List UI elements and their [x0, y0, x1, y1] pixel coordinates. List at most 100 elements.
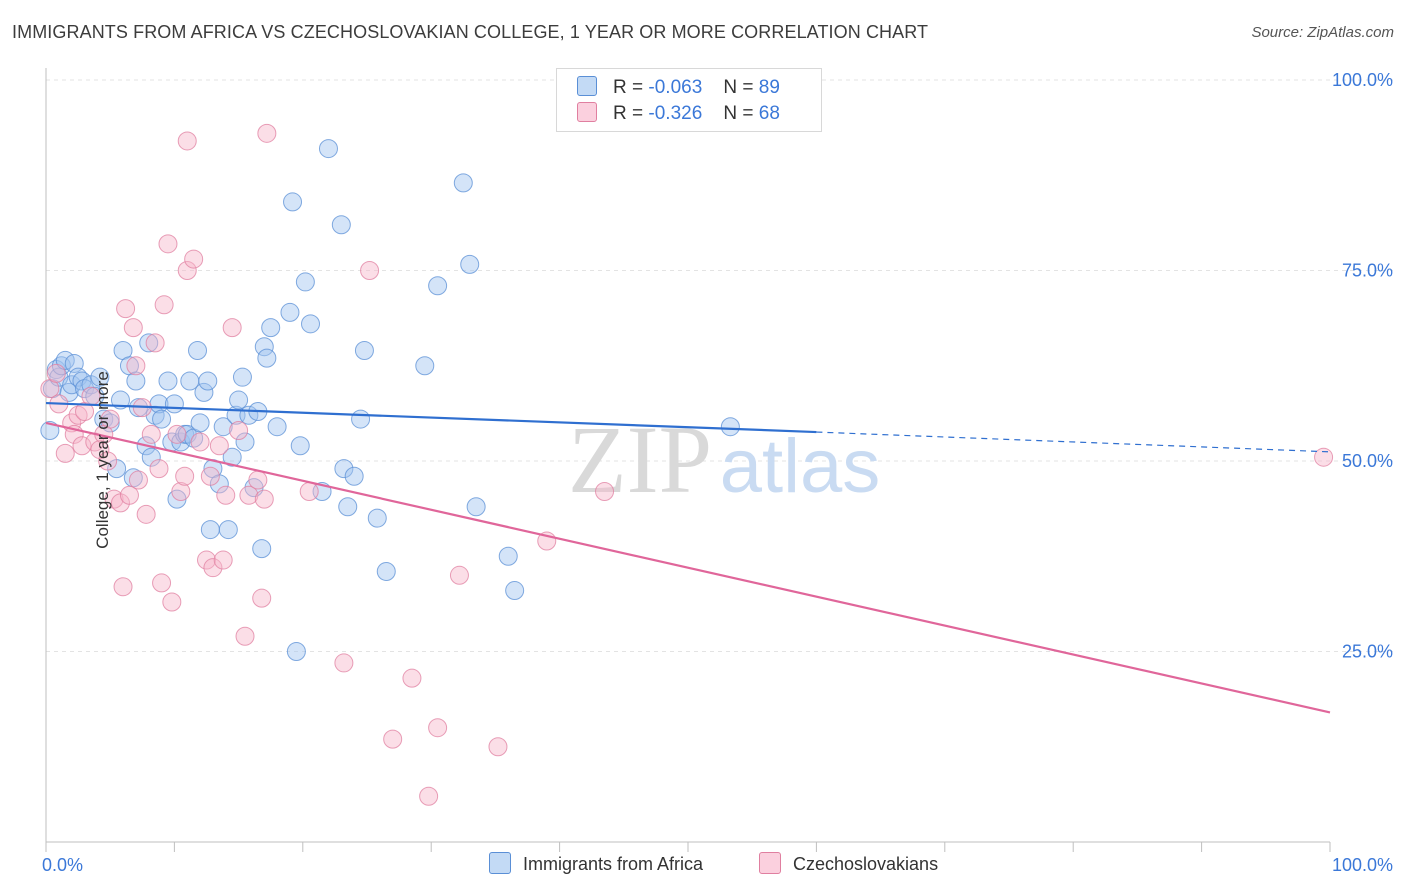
- africa-point-72: [344, 466, 364, 486]
- czech-point-49: [248, 470, 268, 490]
- africa-point-79: [453, 173, 473, 193]
- grid-lines: [46, 79, 1393, 652]
- legend-n-value-africa: 89: [758, 77, 780, 98]
- czech-point-46: [229, 421, 249, 441]
- africa-point-69: [331, 215, 351, 235]
- czech-point-64: [1314, 447, 1334, 467]
- czech-point-41: [203, 558, 223, 578]
- czech-point-32: [167, 424, 187, 444]
- africa-point-80: [460, 254, 480, 274]
- czech-point-31: [162, 592, 182, 612]
- czech-point-35: [177, 131, 197, 151]
- africa-point-75: [367, 508, 387, 528]
- africa-point-84: [720, 417, 740, 437]
- africa-point-81: [466, 497, 486, 517]
- czech-point-37: [184, 249, 204, 269]
- bottom-legend-africa: Immigrants from Africa: [489, 852, 703, 875]
- czech-point-14: [100, 409, 120, 429]
- africa-point-50: [229, 390, 249, 410]
- africa-point-64: [290, 436, 310, 456]
- czech-point-22: [128, 470, 148, 490]
- legend-r-value-africa: -0.063: [648, 77, 703, 98]
- czech-point-51: [254, 489, 274, 509]
- africa-point-32: [164, 394, 184, 414]
- x-tick-label-min: 0.0%: [42, 855, 83, 875]
- czech-point-28: [152, 573, 172, 593]
- czech-point-21: [126, 356, 146, 376]
- axes: [45, 68, 1331, 852]
- czech-point-48: [239, 485, 259, 505]
- czech-point-26: [145, 333, 165, 353]
- stats-legend: R = -0.063 N = 89 R = -0.326 N = 68: [556, 68, 822, 132]
- y-tick-label-75: 75.0%: [1342, 261, 1393, 281]
- czech-point-57: [402, 668, 422, 688]
- czech-trend-line: [45, 421, 1331, 714]
- czech-point-1: [46, 363, 66, 383]
- africa-point-51: [232, 367, 252, 387]
- watermark: ZIP atlas: [568, 406, 880, 513]
- africa-point-58: [257, 348, 277, 368]
- africa-point-77: [415, 356, 435, 376]
- africa-point-46: [213, 417, 233, 437]
- africa-point-30: [158, 371, 178, 391]
- y-tick-label-50: 50.0%: [1342, 451, 1393, 471]
- legend-row-czech: R = -0.326 N = 68: [577, 102, 780, 126]
- czech-point-3: [55, 443, 75, 463]
- y-tick-label-25: 25.0%: [1342, 642, 1393, 662]
- czech-point-52: [257, 123, 277, 143]
- czech-point-30: [158, 234, 178, 254]
- czech-point-58: [419, 786, 439, 806]
- czech-point-53: [299, 481, 319, 501]
- czech-point-59: [428, 718, 448, 738]
- czech-point-29: [154, 295, 174, 315]
- bottom-legend-swatch-czech: [759, 852, 781, 874]
- czech-point-20: [123, 318, 143, 338]
- africa-point-76: [376, 561, 396, 581]
- x-tick-label-max: 100.0%: [1332, 855, 1393, 875]
- y-axis-label: College, 1 year or more: [92, 371, 112, 549]
- africa-point-25: [139, 333, 159, 353]
- czech-point-34: [175, 466, 195, 486]
- africa-point-73: [351, 409, 371, 429]
- czech-point-50: [252, 588, 272, 608]
- bottom-legend-label-czech: Czechoslovakians: [793, 854, 939, 874]
- legend-n-label: N =: [723, 77, 754, 98]
- legend-swatch-africa: [577, 76, 597, 96]
- africa-point-70: [334, 459, 354, 479]
- africa-point-56: [252, 539, 272, 559]
- czech-point-27: [149, 459, 169, 479]
- africa-point-62: [283, 192, 303, 212]
- africa-point-39: [188, 341, 208, 361]
- africa-point-60: [267, 417, 287, 437]
- source-label: Source: ZipAtlas.com: [1251, 24, 1394, 41]
- africa-point-74: [354, 341, 374, 361]
- czech-point-43: [213, 550, 233, 570]
- czech-point-54: [334, 653, 354, 673]
- africa-point-66: [301, 314, 321, 334]
- africa-point-82: [498, 546, 518, 566]
- czech-point-19: [119, 485, 139, 505]
- czech-point-17: [113, 577, 133, 597]
- czech-point-18: [116, 299, 136, 319]
- czech-point-45: [222, 318, 242, 338]
- czech-point-47: [235, 626, 255, 646]
- czech-point-13: [98, 451, 118, 471]
- africa-point-65: [295, 272, 315, 292]
- czech-point-44: [216, 485, 236, 505]
- czech-point-39: [197, 550, 216, 570]
- legend-row-africa: R = -0.063 N = 89: [577, 76, 780, 100]
- czech-point-56: [383, 729, 403, 749]
- africa-point-7: [62, 375, 82, 395]
- africa-point-40: [190, 413, 210, 433]
- czech-point-24: [136, 504, 156, 524]
- africa-trend-extension: [816, 431, 1331, 453]
- czech-point-42: [209, 436, 229, 456]
- chart-title: IMMIGRANTS FROM AFRICA VS CZECHOSLOVAKIA…: [12, 22, 929, 42]
- czech-point-61: [488, 737, 508, 757]
- africa-trend-line: [45, 401, 817, 434]
- africa-point-52: [235, 432, 255, 452]
- africa-point-22: [126, 371, 146, 391]
- watermark-zip: ZIP: [568, 406, 712, 513]
- czech-point-7: [72, 436, 92, 456]
- czech-point-63: [595, 481, 615, 501]
